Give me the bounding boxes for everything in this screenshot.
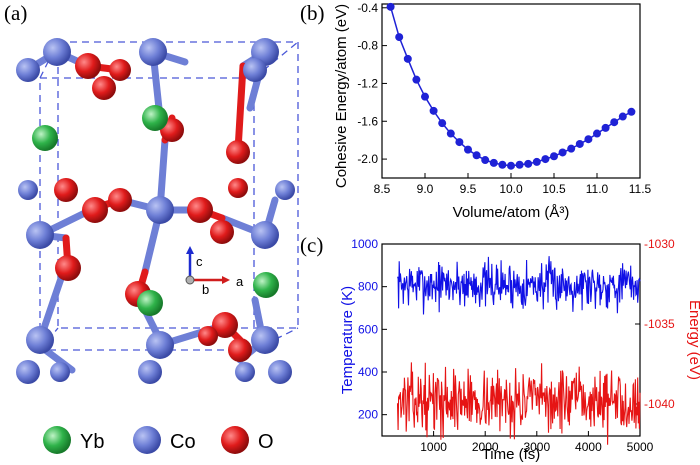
panel-b-point <box>403 54 412 63</box>
panel-b-point <box>524 159 533 168</box>
panel-c-xtick-label: 3000 <box>523 440 550 454</box>
panel-b-point <box>593 129 601 138</box>
legend-co-swatch <box>133 426 161 454</box>
panel-c-ytick-label: 200 <box>358 408 378 422</box>
panel-b-point <box>610 118 619 127</box>
panel-b-ytick-label: -1.2 <box>357 76 378 90</box>
panel-b-point <box>421 92 429 101</box>
panel-b-point <box>627 107 636 116</box>
panel-b-point <box>601 123 610 132</box>
panel-a: (a) <box>4 1 299 454</box>
panel-c: (c) 1000 2000 3000 4000 5000 1000 800 600 400 200… <box>300 233 700 463</box>
panel-c-ytick-label: 600 <box>358 322 378 336</box>
panel-b-xtick-label: 11.5 <box>629 182 652 196</box>
element-legend: Yb Co O <box>43 426 274 454</box>
panel-b-point <box>541 155 550 164</box>
panel-b-point <box>575 139 584 148</box>
panel-b-point <box>584 135 593 144</box>
panel-b-xtick-label: 9.5 <box>460 182 477 196</box>
panel-b-point <box>558 148 567 157</box>
panel-b-series <box>386 2 636 170</box>
legend-yb-swatch <box>43 426 71 454</box>
panel-c-y2tick-label: -1030 <box>644 237 675 251</box>
panel-c-label: (c) <box>300 233 323 257</box>
panel-b-point <box>507 161 515 170</box>
temperature-series <box>396 256 641 315</box>
panel-b-ytick-label: -2.0 <box>357 152 378 166</box>
panel-c-ylabel-right: Energy (eV) <box>686 300 700 380</box>
panel-b-frame <box>381 3 641 179</box>
panel-c-ylabel-left: Temperature (K) <box>339 286 356 394</box>
panel-b-ylabel: Cohesive Energy/atom (eV) <box>333 4 350 188</box>
panel-b-xtick-label: 9.0 <box>417 182 434 196</box>
panel-b-xtick-label: 11.0 <box>586 182 609 196</box>
panel-b-point <box>472 151 481 160</box>
panel-b-point <box>498 160 507 169</box>
panel-b-ytick-label: -0.4 <box>357 1 378 15</box>
yb-atoms <box>32 105 279 316</box>
panel-b-point <box>429 106 438 115</box>
o-atoms <box>54 53 252 362</box>
panel-b-point <box>550 152 558 161</box>
axis-b-label: b <box>202 282 209 297</box>
panel-b-point <box>481 156 490 165</box>
panel-b-point <box>532 157 541 166</box>
panel-c-xlabel: Time (fs) <box>482 446 541 463</box>
panel-b-point <box>464 145 472 154</box>
legend-yb-label: Yb <box>80 431 104 453</box>
panel-c-series <box>396 256 641 445</box>
panel-c-xtick-label: 4000 <box>575 440 602 454</box>
panel-c-frame <box>381 243 641 437</box>
legend-o-label: O <box>258 431 274 453</box>
panel-c-ytick-label: 400 <box>358 365 378 379</box>
panel-c-xtick-label: 5000 <box>627 440 654 454</box>
panel-b-point <box>515 160 524 169</box>
panel-b-point <box>567 144 576 153</box>
panel-c-ytick-label: 800 <box>358 280 378 294</box>
panel-b-xlabel: Volume/atom (Å³) <box>453 204 570 221</box>
panel-a-label: (a) <box>4 1 27 25</box>
panel-b-point <box>438 119 447 128</box>
panel-b-xtick-label: 10.0 <box>499 182 523 196</box>
panel-b-ticks: 8.5 9.0 9.5 10.0 10.5 11.0 11.5 -0.4 -0.8 -1.2 -1.… <box>357 1 651 196</box>
panel-c-y2tick-label: -1040 <box>644 397 675 411</box>
panel-b-point <box>489 158 498 167</box>
panel-b-label: (b) <box>300 1 325 25</box>
legend-co-label: Co <box>170 431 196 453</box>
panel-b-xtick-label: 10.5 <box>542 182 566 196</box>
panel-c-ytick-label: 1000 <box>351 237 378 251</box>
panel-b-point <box>618 112 627 121</box>
panel-c-xtick-label: 2000 <box>472 440 499 454</box>
panel-b-point <box>412 75 421 84</box>
panel-c-ticks: 1000 2000 3000 4000 5000 1000 800 600 400 200 -103… <box>351 237 675 454</box>
panel-b-ytick-label: -1.6 <box>357 114 378 128</box>
panel-b: (b) 8.5 9.0 9.5 10.0 10.5 11.0 11.5 -0.4 -0.8 -1.… <box>300 1 652 221</box>
panel-c-y2tick-label: -1035 <box>644 317 675 331</box>
panel-b-ytick-label: -0.8 <box>357 39 378 53</box>
axis-c-label: c <box>196 254 203 269</box>
panel-c-xtick-label: 1000 <box>420 440 447 454</box>
panel-b-point <box>455 138 464 147</box>
panel-b-point <box>386 2 395 11</box>
crystal-axes: c b a <box>185 246 244 297</box>
axis-a-label: a <box>236 274 244 289</box>
legend-o-swatch <box>221 426 249 454</box>
panel-b-point <box>395 33 404 42</box>
panel-b-line <box>389 6 632 167</box>
energy-series <box>396 362 641 445</box>
co-atoms <box>16 38 295 384</box>
panel-b-xtick-label: 8.5 <box>374 182 391 196</box>
atoms <box>16 38 295 384</box>
panel-b-point <box>446 129 455 138</box>
